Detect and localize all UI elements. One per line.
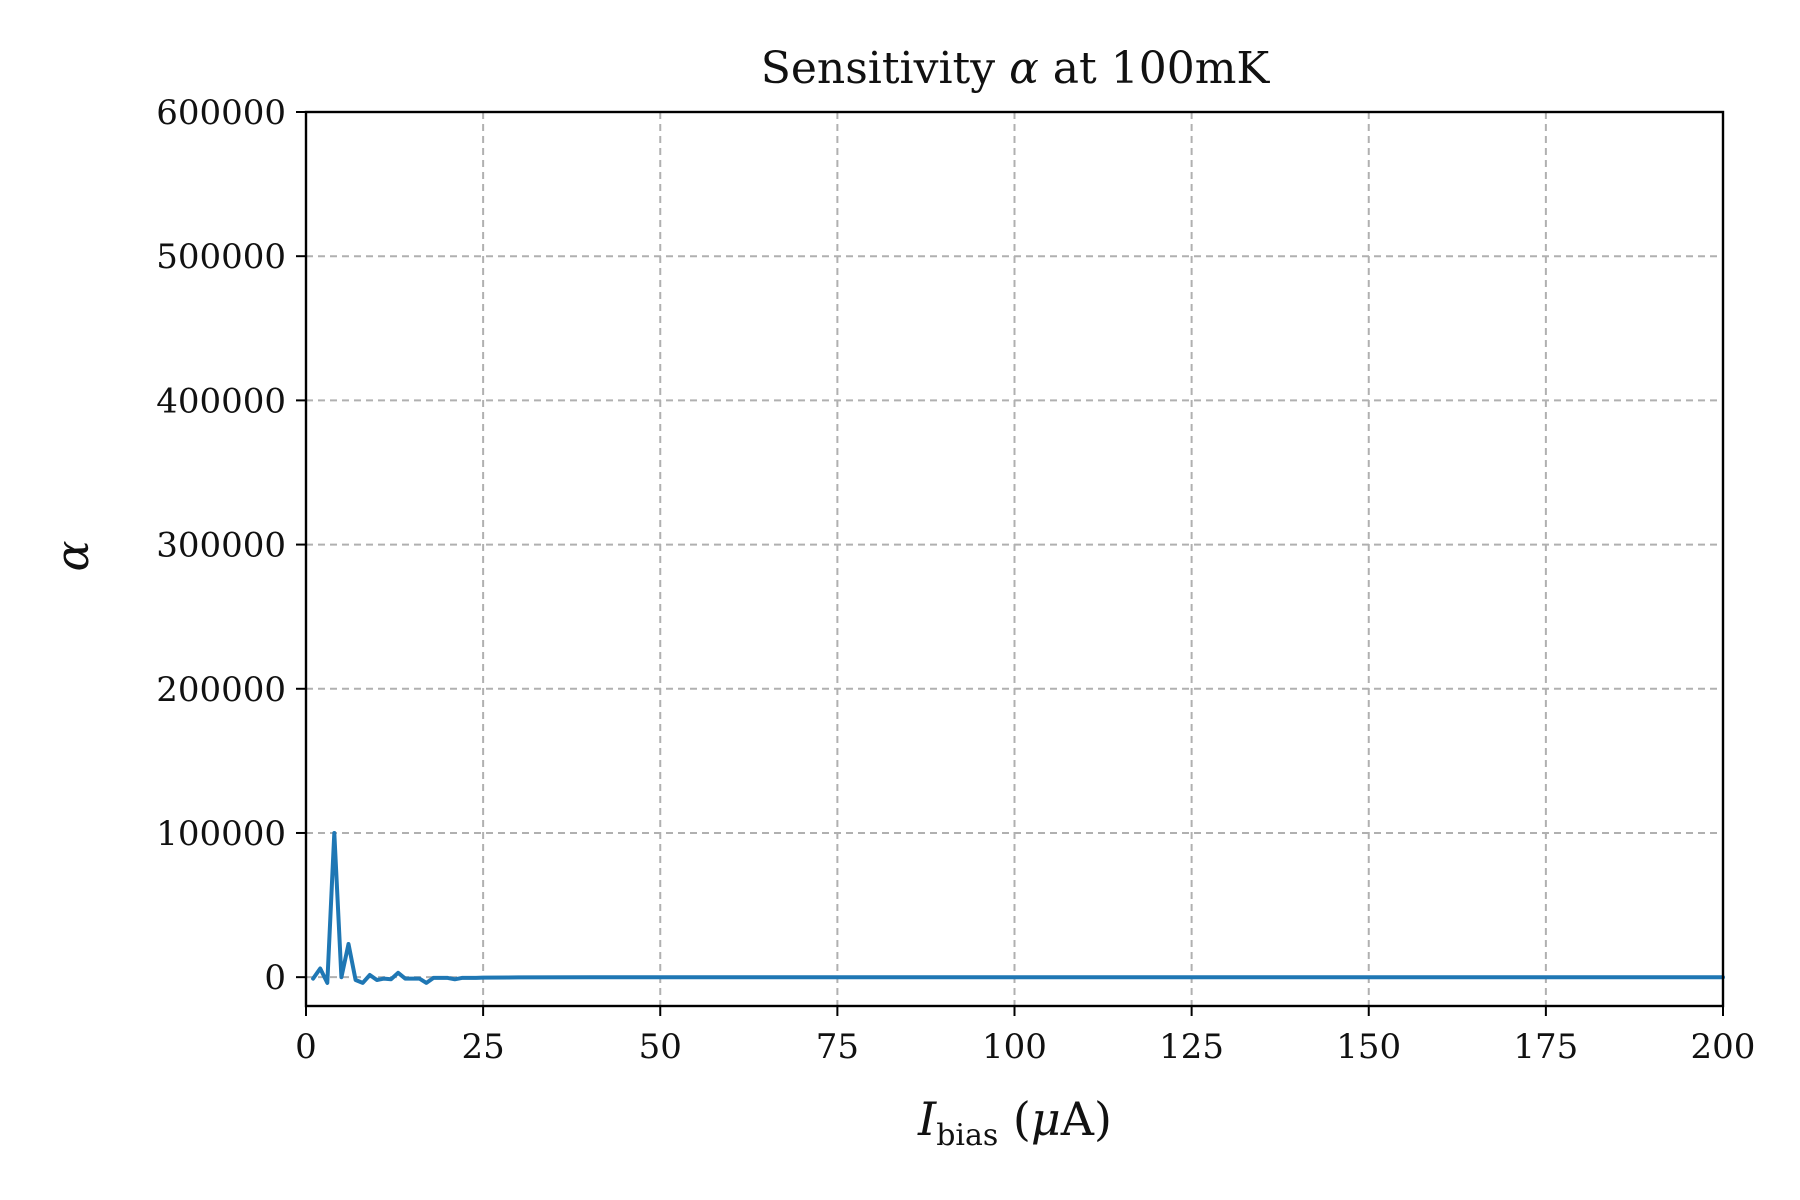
series-line: [311, 831, 1725, 985]
grid-layer: [306, 112, 1723, 1006]
x-tick-label: 175: [1513, 1027, 1578, 1067]
y-tick-label: 400000: [156, 381, 286, 421]
series-layer: [311, 831, 1725, 985]
chart-title: Sensitivity α at 100mK: [761, 43, 1271, 94]
x-tick-label: 100: [982, 1027, 1047, 1067]
x-tick-label: 50: [639, 1027, 682, 1067]
x-tick-label: 75: [816, 1027, 859, 1067]
x-tick-label: 200: [1691, 1027, 1756, 1067]
y-tick-label: 200000: [156, 670, 286, 710]
y-tick-label: 100000: [156, 814, 286, 854]
x-tick-label: 125: [1159, 1027, 1224, 1067]
x-tick-label: 25: [461, 1027, 504, 1067]
tick-layer: 0 25 50 75 100 125 150 175 200 0 100000 200000 30000…: [156, 93, 1755, 1067]
y-tick-label: 0: [264, 958, 286, 998]
x-tick-label: 0: [295, 1027, 317, 1067]
y-tick-label: 600000: [156, 93, 286, 133]
y-tick-label: 300000: [156, 526, 286, 566]
x-axis-label: Ibias (μA): [917, 1092, 1112, 1153]
y-axis-label: α: [45, 540, 99, 571]
x-tick-label: 150: [1336, 1027, 1401, 1067]
y-tick-label: 500000: [156, 237, 286, 277]
